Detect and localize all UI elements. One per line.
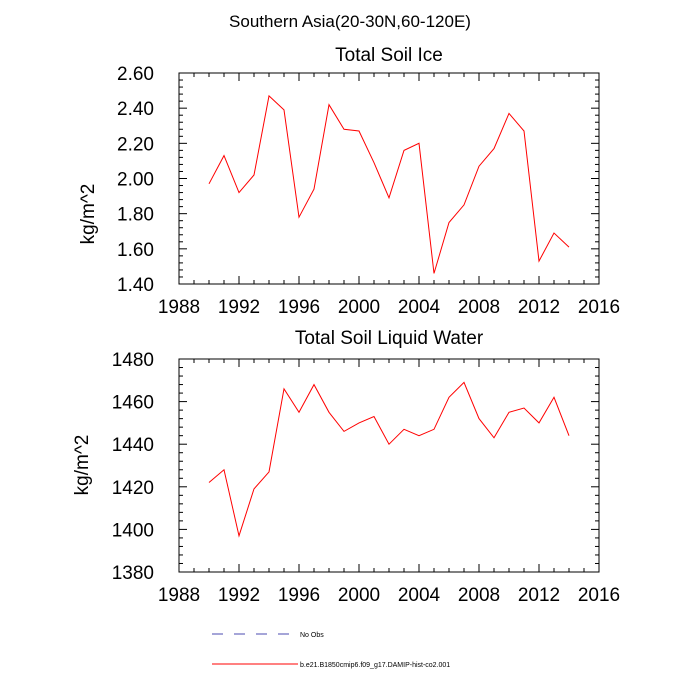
x-tick-label: 2000: [338, 297, 380, 318]
axes-soil-liquid-water: 1988 1992 1996 2000 2004 2008 2012 2016 1380 1400…: [112, 350, 620, 606]
y-tick-label: 1380: [112, 563, 154, 584]
legend-label-no-obs: No Obs: [300, 632, 324, 639]
x-tick-label: 2012: [518, 297, 560, 318]
y-tick-label: 1440: [112, 435, 154, 456]
y-tick-label: 1400: [112, 520, 154, 541]
x-tick-label: 1996: [278, 297, 320, 318]
y-tick-label: 1460: [112, 393, 154, 414]
x-tick-label: 1988: [158, 585, 200, 606]
x-tick-label: 2004: [398, 297, 441, 318]
panel-soil-ice: Total Soil Ice kg/m^2 1988 1992 1996 2000 20…: [78, 45, 620, 318]
x-tick-label: 2004: [398, 585, 441, 606]
plot-frame-soil-ice: [178, 72, 600, 285]
y-tick-label: 1480: [112, 350, 154, 371]
x-tick-label: 1992: [218, 585, 260, 606]
x-tick-label: 2008: [458, 585, 500, 606]
x-tick-label: 1996: [278, 585, 320, 606]
y-tick-label: 1.80: [117, 205, 154, 226]
y-tick-label: 1.40: [117, 275, 154, 296]
y-tick-label: 1.60: [117, 240, 154, 261]
legend: No Obs b.e21.B1850cmip6.f09_g17.DAMIP-hi…: [212, 632, 450, 669]
page-title: Southern Asia(20-30N,60-120E): [229, 12, 471, 31]
x-tick-label: 1988: [158, 297, 200, 318]
y-tick-label: 2.40: [117, 99, 154, 120]
series-line-soil-ice: [208, 94, 570, 274]
legend-label-model: b.e21.B1850cmip6.f09_g17.DAMIP-hist-co2.…: [300, 662, 450, 669]
y-tick-label: 2.60: [117, 64, 154, 85]
panel-title-soil-ice: Total Soil Ice: [335, 45, 443, 66]
x-tick-label: 2012: [518, 585, 560, 606]
y-tick-label: 1420: [112, 478, 154, 499]
series-line-soil-liquid-water: [208, 381, 570, 538]
x-tick-label: 2000: [338, 585, 380, 606]
x-tick-label: 2016: [578, 297, 620, 318]
y-axis-label-soil-ice: kg/m^2: [78, 184, 99, 245]
y-tick-label: 2.20: [117, 134, 154, 155]
x-tick-label: 2008: [458, 297, 500, 318]
plot-frame-soil-liquid-water: [178, 358, 600, 573]
y-axis-label-soil-liquid-water: kg/m^2: [72, 435, 93, 496]
axes-soil-ice: 1988 1992 1996 2000 2004 2008 2012 2016 1.40 1.60…: [117, 64, 620, 318]
x-tick-label: 2016: [578, 585, 620, 606]
panel-title-soil-liquid-water: Total Soil Liquid Water: [295, 328, 484, 349]
panel-soil-liquid-water: Total Soil Liquid Water kg/m^2 1988 1992 1…: [72, 328, 620, 606]
y-tick-label: 2.00: [117, 170, 154, 191]
x-tick-label: 1992: [218, 297, 260, 318]
